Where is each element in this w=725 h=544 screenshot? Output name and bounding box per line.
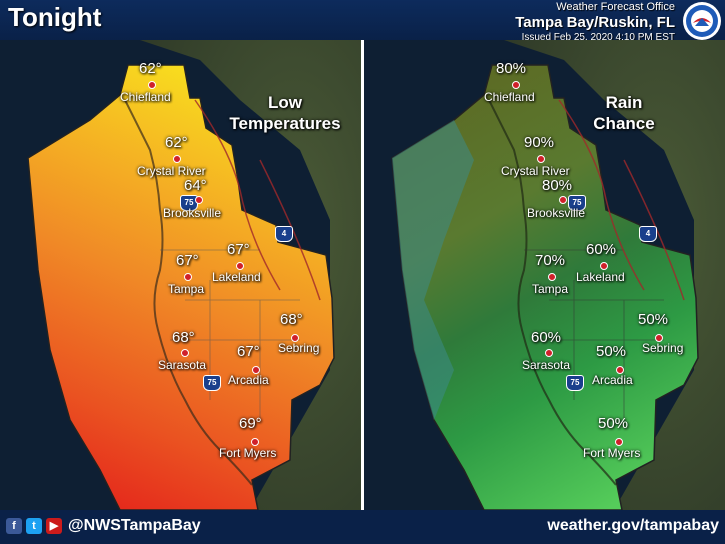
city-name: Brooksville <box>527 206 586 220</box>
city-name: Lakeland <box>576 270 625 284</box>
city-value: 67° <box>176 252 199 269</box>
temperature-map-graphic <box>0 40 361 510</box>
city-marker <box>148 81 156 89</box>
city-value: 50% <box>638 311 669 328</box>
map-legend-title: Rain Chance <box>564 92 684 134</box>
city-name: Arcadia <box>228 373 269 387</box>
city-marker <box>195 196 203 204</box>
city-name: Tampa <box>168 282 205 296</box>
city-value: 90% <box>524 134 555 151</box>
office-info: Weather Forecast Office Tampa Bay/Ruskin… <box>515 1 675 44</box>
city-marker <box>616 366 624 374</box>
legend-line-2: Temperatures <box>229 114 341 133</box>
city-marker <box>512 81 520 89</box>
city-marker <box>615 438 623 446</box>
city-value: 80% <box>496 60 527 77</box>
city-value: 70% <box>535 252 566 269</box>
city-name: Fort Myers <box>219 446 277 460</box>
city-marker <box>559 196 567 204</box>
city-marker <box>251 438 259 446</box>
city-name: Crystal River <box>137 164 206 178</box>
city-marker <box>252 366 260 374</box>
city-marker <box>548 273 556 281</box>
panel-divider <box>361 40 364 510</box>
interstate-75-shield-icon: 75 <box>203 375 221 391</box>
city-name: Arcadia <box>592 373 633 387</box>
interstate-4-shield-icon: 4 <box>275 226 293 242</box>
city-marker <box>655 334 663 342</box>
rain-chance-map-graphic <box>364 40 725 510</box>
city-marker <box>545 349 553 357</box>
city-name: Sebring <box>278 341 320 355</box>
footer-bar: f t ▶ @NWSTampaBay weather.gov/tampabay <box>0 510 725 544</box>
rain-chance-map: Rain Chance 75 75 4 80% Chiefland 90% Cr… <box>364 40 725 510</box>
city-value: 60% <box>531 329 562 346</box>
youtube-icon[interactable]: ▶ <box>46 518 62 534</box>
city-value: 67° <box>227 241 250 258</box>
twitter-icon[interactable]: t <box>26 518 42 534</box>
city-name: Crystal River <box>501 164 570 178</box>
city-name: Sarasota <box>158 358 207 372</box>
city-name: Sebring <box>642 341 684 355</box>
noaa-nws-logo-icon <box>683 2 721 40</box>
city-value: 60% <box>586 241 617 258</box>
page-title: Tonight <box>8 2 102 32</box>
city-value: 80% <box>542 177 573 194</box>
city-name: Fort Myers <box>583 446 641 460</box>
issued-timestamp: Issued Feb 25, 2020 4:10 PM EST <box>521 32 675 43</box>
city-value: 69° <box>239 415 262 432</box>
city-name: Lakeland <box>212 270 261 284</box>
map-legend-title: Low Temperatures <box>210 92 360 134</box>
city-value: 68° <box>280 311 303 328</box>
header-bar: Tonight Weather Forecast Office Tampa Ba… <box>0 0 725 43</box>
interstate-75-shield-icon: 75 <box>568 195 586 211</box>
office-title: Weather Forecast Office <box>556 1 675 13</box>
city-value: 62° <box>139 60 162 77</box>
city-value: 67° <box>237 343 260 360</box>
website-link[interactable]: weather.gov/tampabay <box>547 517 719 534</box>
legend-line-2: Chance <box>593 114 655 133</box>
legend-line-1: Rain <box>605 93 643 112</box>
facebook-icon[interactable]: f <box>6 518 22 534</box>
city-name: Chiefland <box>120 90 171 104</box>
city-value: 50% <box>596 343 627 360</box>
city-name: Tampa <box>532 282 569 296</box>
city-value: 64° <box>184 177 207 194</box>
city-name: Sarasota <box>522 358 571 372</box>
city-marker <box>236 262 244 270</box>
social-handle-link[interactable]: @NWSTampaBay <box>68 517 201 534</box>
city-value: 62° <box>165 134 188 151</box>
city-marker <box>173 155 181 163</box>
city-marker <box>181 349 189 357</box>
city-marker <box>537 155 545 163</box>
office-name: Tampa Bay/Ruskin, FL <box>515 14 675 31</box>
city-marker <box>600 262 608 270</box>
city-name: Chiefland <box>484 90 535 104</box>
city-value: 50% <box>598 415 629 432</box>
city-marker <box>184 273 192 281</box>
legend-line-1: Low <box>268 93 302 112</box>
interstate-75-shield-icon: 75 <box>566 375 584 391</box>
city-marker <box>291 334 299 342</box>
city-value: 68° <box>172 329 195 346</box>
interstate-4-shield-icon: 4 <box>639 226 657 242</box>
city-name: Brooksville <box>163 206 222 220</box>
low-temperature-map: Low Temperatures 75 75 4 62° Chiefland 6… <box>0 40 361 510</box>
